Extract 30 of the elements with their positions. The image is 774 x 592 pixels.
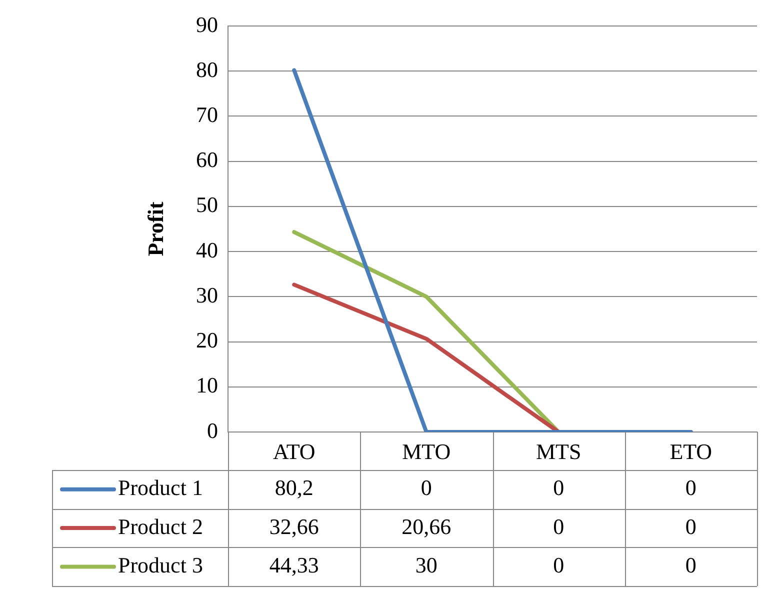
x-tick-label: MTS — [536, 438, 582, 464]
x-tick-label: ETO — [670, 438, 712, 464]
y-axis-title: Profit — [142, 201, 168, 256]
data-label: 30 — [415, 552, 438, 578]
data-label: 80,2 — [274, 475, 314, 500]
legend-label: Product 1 — [118, 475, 203, 500]
y-tick-label: 20 — [196, 328, 218, 353]
data-label: 0 — [553, 475, 564, 500]
y-tick-label: 50 — [196, 192, 218, 218]
y-tick-label: 90 — [196, 12, 218, 37]
y-tick-label: 70 — [196, 102, 218, 128]
legend-label: Product 3 — [118, 552, 203, 578]
y-tick-label: 60 — [196, 147, 218, 172]
data-label: 0 — [553, 514, 564, 539]
data-label: 0 — [553, 552, 564, 578]
y-tick-label: 0 — [207, 418, 218, 443]
x-tick-label: ATO — [272, 438, 316, 464]
data-label: 0 — [685, 552, 696, 578]
data-label: 32,66 — [269, 514, 319, 539]
data-label: 0 — [685, 514, 696, 539]
y-tick-label: 80 — [196, 56, 218, 82]
data-label: 44,33 — [269, 552, 319, 578]
y-tick-label: 30 — [196, 282, 218, 308]
legend-label: Product 2 — [118, 514, 203, 539]
y-tick-label: 40 — [196, 237, 218, 262]
x-tick-label: MTO — [402, 438, 451, 464]
data-label: 0 — [685, 475, 696, 500]
data-label: 0 — [420, 475, 432, 500]
data-label: 20,66 — [402, 514, 452, 539]
y-tick-label: 10 — [196, 372, 218, 398]
